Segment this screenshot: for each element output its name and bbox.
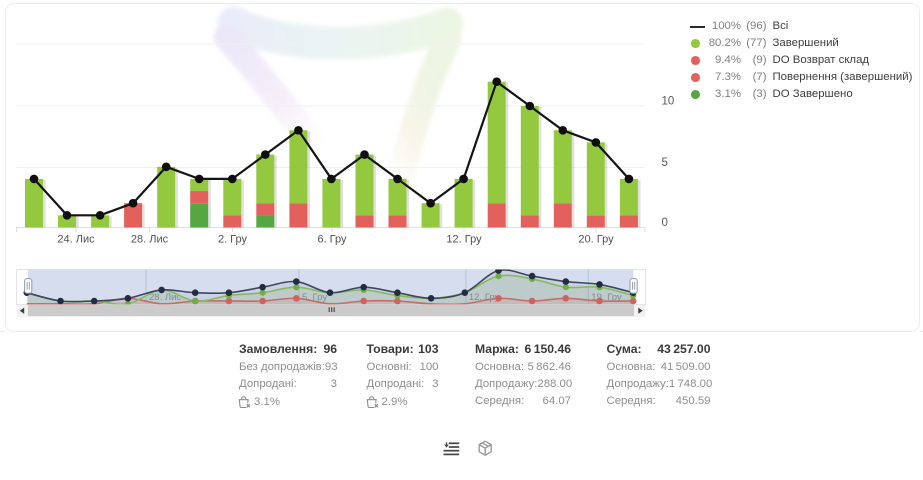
svg-text:20. Гру: 20. Гру [578, 234, 614, 246]
svg-text:12. Гру: 12. Гру [446, 234, 482, 246]
svg-text:28. Лис: 28. Лис [149, 292, 181, 303]
svg-text:12. Гру: 12. Гру [469, 292, 500, 303]
svg-text:0: 0 [662, 217, 668, 229]
svg-text:6. Гру: 6. Гру [317, 234, 347, 246]
svg-text:5. Гру: 5. Гру [302, 292, 327, 303]
svg-text:10: 10 [662, 96, 675, 108]
svg-text:19. Гру: 19. Гру [591, 292, 622, 303]
svg-text:2. Гру: 2. Гру [218, 234, 248, 246]
svg-text:5: 5 [662, 157, 668, 169]
svg-text:28. Лис: 28. Лис [131, 234, 169, 246]
svg-text:24. Лис: 24. Лис [57, 234, 95, 246]
